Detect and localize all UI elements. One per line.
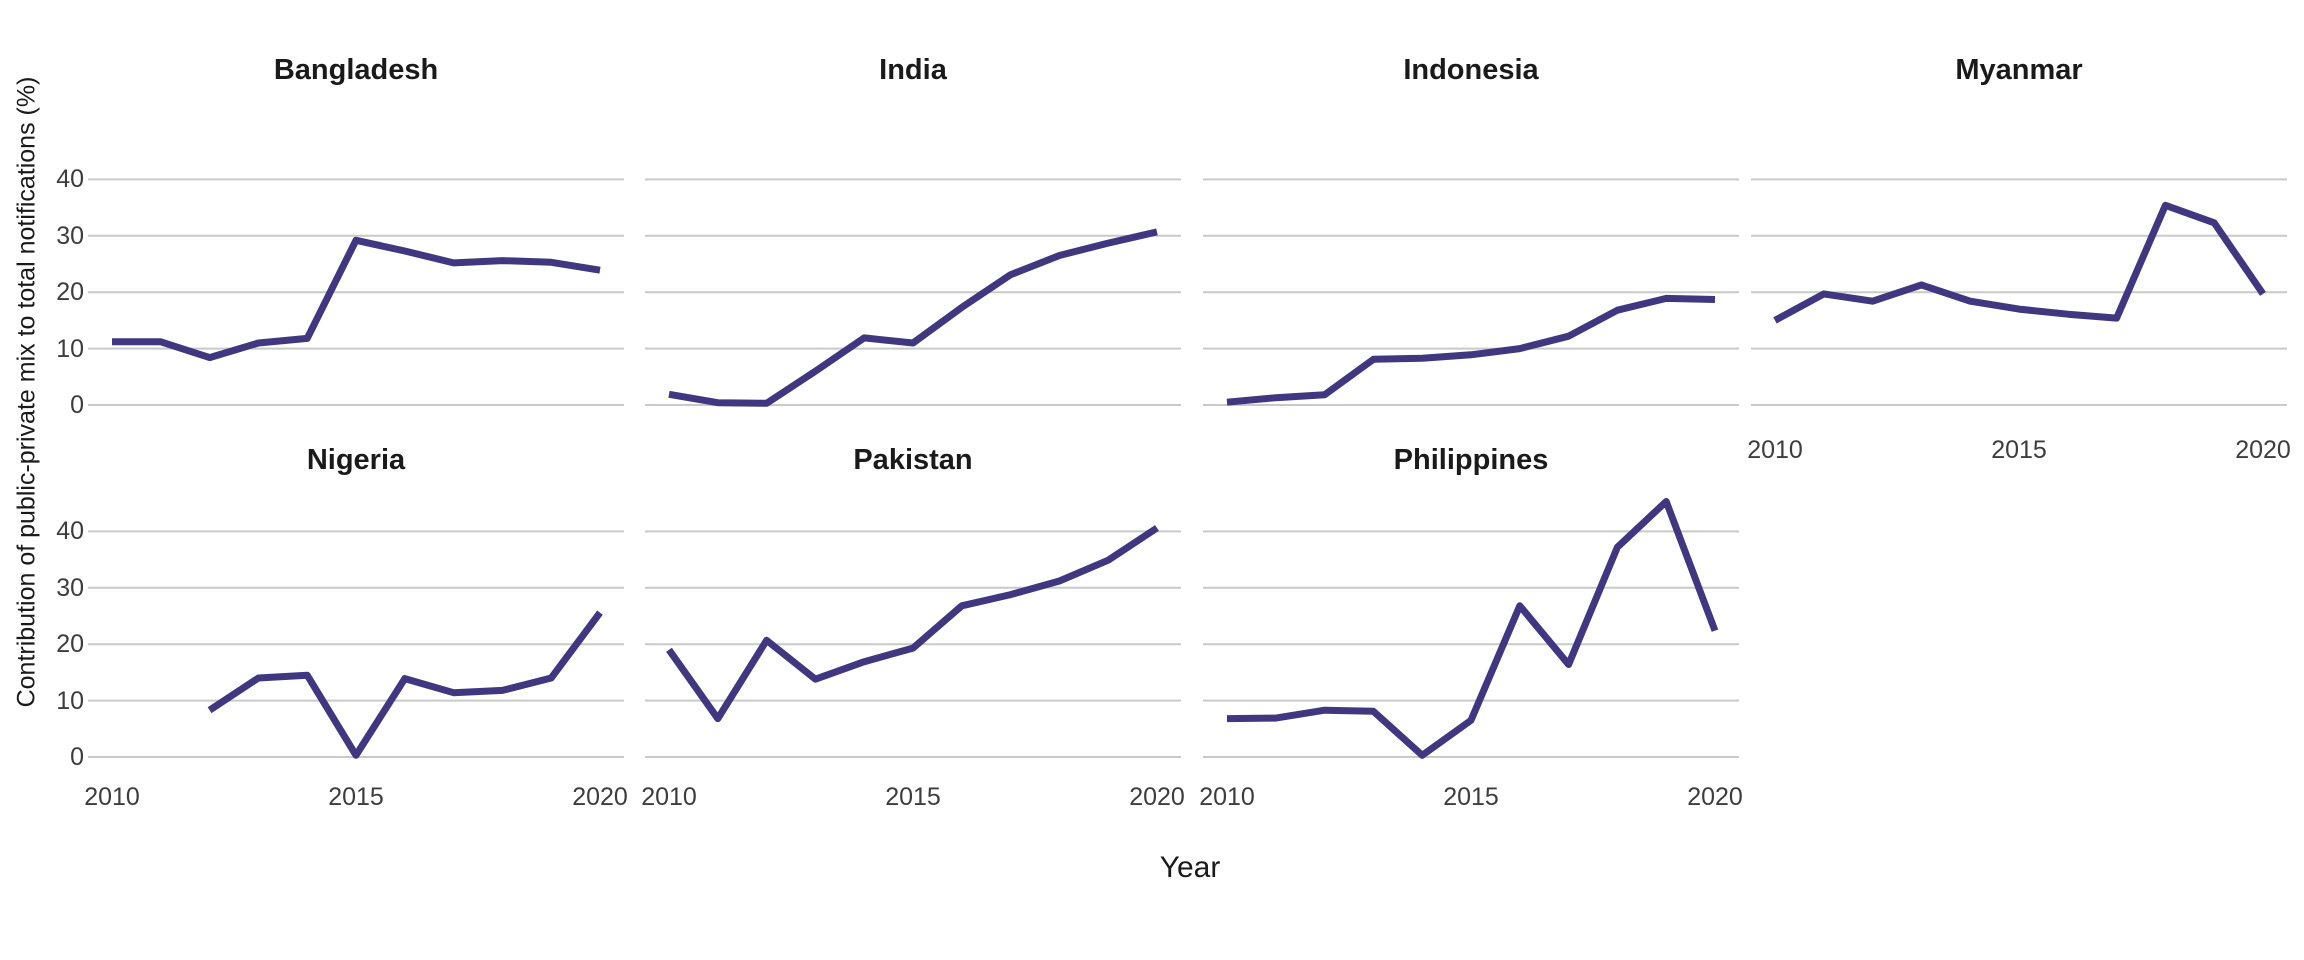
- panel-plot-indonesia: [1203, 178, 1739, 406]
- x-tick-label: 2020: [1129, 783, 1185, 811]
- y-tick-label: 40: [56, 165, 84, 194]
- panel-plot-nigeria: [88, 530, 624, 759]
- x-tick-label: 2010: [641, 783, 697, 811]
- x-tick-label: 2010: [1199, 783, 1255, 811]
- panel-plot-philippines: [1203, 498, 1739, 759]
- data-line-india: [668, 228, 1158, 407]
- y-tick-label: 30: [56, 573, 84, 602]
- data-line-pakistan: [666, 525, 1159, 723]
- data-line-bangladesh: [112, 236, 601, 362]
- data-line-philippines: [1226, 498, 1719, 759]
- y-tick-label: 0: [70, 391, 84, 419]
- panel-title-philippines: Philippines: [1393, 444, 1549, 476]
- y-tick-label: 40: [56, 517, 84, 546]
- x-tick-label: 2010: [1747, 436, 1803, 464]
- y-tick-label: 20: [56, 278, 84, 307]
- panel-title-myanmar: Myanmar: [1955, 54, 2083, 86]
- panel-plot-pakistan: [645, 525, 1181, 758]
- y-tick-label: 20: [56, 630, 84, 659]
- y-tick-label: 10: [56, 686, 84, 715]
- data-line-indonesia: [1226, 294, 1716, 406]
- panel-plot-india: [645, 178, 1181, 407]
- panel-plot-bangladesh: [88, 178, 624, 406]
- panel-plot-myanmar: [1751, 178, 2287, 406]
- x-tick-label: 2015: [1443, 783, 1499, 811]
- x-tick-label: 2010: [84, 783, 140, 811]
- x-tick-label: 2015: [1991, 436, 2047, 464]
- x-axis-title: Year: [1159, 851, 1221, 884]
- panel-title-bangladesh: Bangladesh: [273, 54, 439, 86]
- data-line-myanmar: [1773, 201, 2266, 324]
- panel-title-indonesia: Indonesia: [1403, 54, 1539, 86]
- data-line-nigeria: [207, 610, 603, 759]
- panel-title-pakistan: Pakistan: [853, 444, 973, 476]
- panel-title-india: India: [879, 54, 947, 86]
- panel-title-nigeria: Nigeria: [306, 444, 406, 476]
- x-tick-label: 2020: [2235, 436, 2291, 464]
- y-tick-label: 30: [56, 221, 84, 250]
- y-tick-label: 0: [70, 743, 84, 771]
- x-tick-label: 2015: [328, 783, 384, 811]
- x-tick-label: 2015: [885, 783, 941, 811]
- x-tick-label: 2020: [1687, 783, 1743, 811]
- x-tick-label: 2020: [572, 783, 628, 811]
- y-tick-label: 10: [56, 334, 84, 363]
